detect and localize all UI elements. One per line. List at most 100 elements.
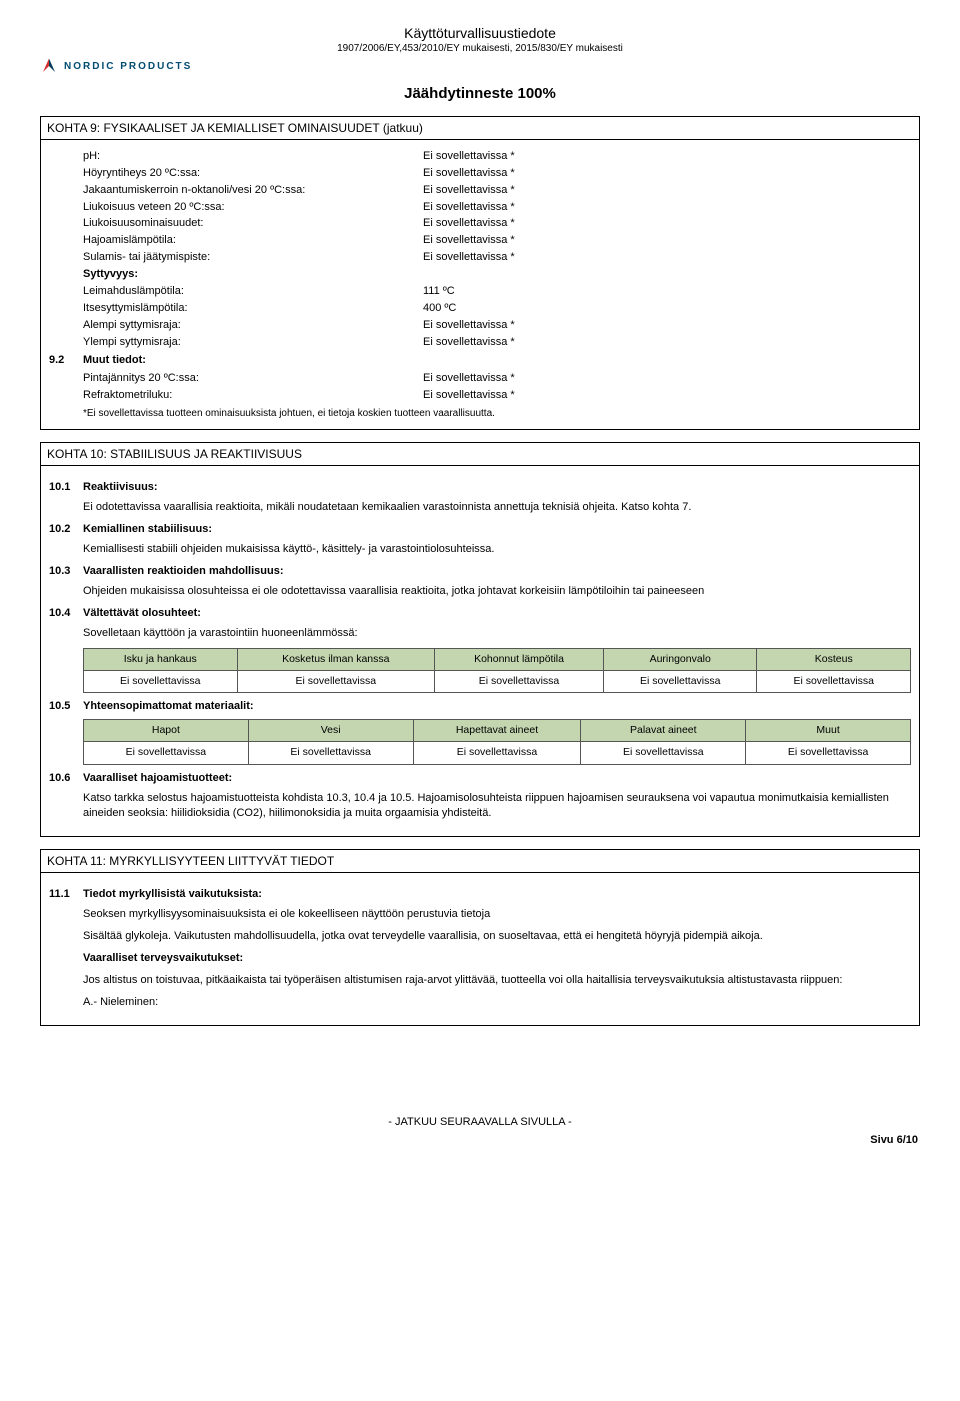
section-label: Muut tiedot: <box>83 353 146 369</box>
prop-row: pH:Ei sovellettavissa * <box>49 149 911 165</box>
prop-value: Ei sovellettavissa * <box>423 216 911 232</box>
flammability-header-row: Syttyvyys: <box>49 267 911 283</box>
product-title: Jäähdytinneste 100% <box>40 84 920 104</box>
table-header-row: Isku ja hankaus Kosketus ilman kanssa Ko… <box>84 648 911 670</box>
table-header: Kosketus ilman kanssa <box>237 648 435 670</box>
brand-logo-icon <box>40 57 58 75</box>
section-10-3-text: Ohjeiden mukaisissa olosuhteissa ei ole … <box>49 584 911 600</box>
prop-label: Refraktometriluku: <box>49 388 423 404</box>
brand-row: NORDIC PRODUCTS <box>40 57 920 78</box>
section-10-6-text: Katso tarkka selostus hajoamistuotteista… <box>49 791 911 823</box>
prop-value: Ei sovellettavissa * <box>423 200 911 216</box>
prop-value: 400 ºC <box>423 301 911 317</box>
prop-label: Jakaantumiskerroin n-oktanoli/vesi 20 ºC… <box>49 183 423 199</box>
section-9: KOHTA 9: FYSIKAALISET JA KEMIALLISET OMI… <box>40 116 920 431</box>
table-cell: Ei sovellettavissa <box>84 670 238 692</box>
prop-value: Ei sovellettavissa * <box>423 335 911 351</box>
prop-label: Sulamis- tai jäätymispiste: <box>49 250 423 266</box>
prop-row: Hajoamislämpötila:Ei sovellettavissa * <box>49 233 911 249</box>
section-num: 9.2 <box>49 353 83 369</box>
footer-continue: - JATKUU SEURAAVALLA SIVULLA - <box>40 1116 920 1128</box>
table-header: Isku ja hankaus <box>84 648 238 670</box>
prop-row: Ylempi syttymisraja:Ei sovellettavissa * <box>49 335 911 351</box>
section-11-p4: A.- Nieleminen: <box>49 995 911 1011</box>
prop-row: Refraktometriluku:Ei sovellettavissa * <box>49 388 911 404</box>
table-cell: Ei sovellettavissa <box>581 742 746 764</box>
section-9-2-header: 9.2 Muut tiedot: <box>49 353 911 369</box>
prop-row: Leimahduslämpötila:111 ºC <box>49 284 911 300</box>
section-11-title: KOHTA 11: MYRKYLLISYYTEEN LIITTYVÄT TIED… <box>41 850 919 873</box>
prop-label: Pintajännitys 20 ºC:ssa: <box>49 371 423 387</box>
prop-value: Ei sovellettavissa * <box>423 388 911 404</box>
section-10-2-text: Kemiallisesti stabiili ohjeiden mukaisis… <box>49 542 911 558</box>
prop-label: Leimahduslämpötila: <box>49 284 423 300</box>
section-num: 11.1 <box>49 887 83 903</box>
section-label: Kemiallinen stabiilisuus: <box>83 522 212 538</box>
section-label: Reaktiivisuus: <box>83 480 158 496</box>
section-11: KOHTA 11: MYRKYLLISYYTEEN LIITTYVÄT TIED… <box>40 849 920 1026</box>
section-11-p3: Jos altistus on toistuvaa, pitkäaikaista… <box>49 973 911 989</box>
section-10-5-header: 10.5Yhteensopimattomat materiaalit: <box>49 699 911 715</box>
table-row: Ei sovellettavissa Ei sovellettavissa Ei… <box>84 670 911 692</box>
brand-name: NORDIC PRODUCTS <box>64 61 192 72</box>
section-10-4-header: 10.4Vältettävät olosuhteet: <box>49 606 911 622</box>
table-cell: Ei sovellettavissa <box>757 670 911 692</box>
table-header: Muut <box>746 720 911 742</box>
section-10-3-header: 10.3Vaarallisten reaktioiden mahdollisuu… <box>49 564 911 580</box>
table-header: Vesi <box>248 720 413 742</box>
prop-value: Ei sovellettavissa * <box>423 233 911 249</box>
materials-table: Hapot Vesi Hapettavat aineet Palavat ain… <box>83 719 911 764</box>
prop-row: Itsesyttymislämpötila:400 ºC <box>49 301 911 317</box>
table-header-row: Hapot Vesi Hapettavat aineet Palavat ain… <box>84 720 911 742</box>
table-header: Hapettavat aineet <box>413 720 581 742</box>
section-9-footnote: *Ei sovellettavissa tuotteen ominaisuuks… <box>49 407 911 422</box>
prop-value: Ei sovellettavissa * <box>423 250 911 266</box>
prop-row: Liukoisuusominaisuudet:Ei sovellettaviss… <box>49 216 911 232</box>
section-num: 10.6 <box>49 771 83 787</box>
table-header: Palavat aineet <box>581 720 746 742</box>
prop-label: Itsesyttymislämpötila: <box>49 301 423 317</box>
section-num: 10.2 <box>49 522 83 538</box>
section-10-1-text: Ei odotettavissa vaarallisia reaktioita,… <box>49 500 911 516</box>
prop-label: Höyryntiheys 20 ºC:ssa: <box>49 166 423 182</box>
table-header: Kosteus <box>757 648 911 670</box>
table-cell: Ei sovellettavissa <box>237 670 435 692</box>
section-label: Vaaralliset hajoamistuotteet: <box>83 771 232 787</box>
section-num: 10.4 <box>49 606 83 622</box>
prop-label: Liukoisuusominaisuudet: <box>49 216 423 232</box>
prop-row: Liukoisuus veteen 20 ºC:ssa:Ei sovellett… <box>49 200 911 216</box>
table-header: Kohonnut lämpötila <box>435 648 604 670</box>
prop-label: Alempi syttymisraja: <box>49 318 423 334</box>
doc-subtitle: 1907/2006/EY,453/2010/EY mukaisesti, 201… <box>40 42 920 55</box>
section-11-h3: Vaaralliset terveysvaikutukset: <box>49 951 911 967</box>
table-cell: Ei sovellettavissa <box>603 670 757 692</box>
section-label: Vältettävät olosuhteet: <box>83 606 201 622</box>
section-10: KOHTA 10: STABIILISUUS JA REAKTIIVISUUS … <box>40 442 920 837</box>
table-cell: Ei sovellettavissa <box>746 742 911 764</box>
flammability-header: Syttyvyys: <box>49 267 423 283</box>
table-cell: Ei sovellettavissa <box>84 742 249 764</box>
section-9-title: KOHTA 9: FYSIKAALISET JA KEMIALLISET OMI… <box>41 117 919 140</box>
doc-header: Käyttöturvallisuustiedote 1907/2006/EY,4… <box>40 24 920 55</box>
prop-label: Hajoamislämpötila: <box>49 233 423 249</box>
prop-value: 111 ºC <box>423 284 911 300</box>
product-title-row: Jäähdytinneste 100% <box>40 84 920 104</box>
prop-label: Ylempi syttymisraja: <box>49 335 423 351</box>
section-label: Yhteensopimattomat materiaalit: <box>83 699 254 715</box>
section-label: Vaarallisten reaktioiden mahdollisuus: <box>83 564 284 580</box>
prop-value: Ei sovellettavissa * <box>423 318 911 334</box>
section-11-p2: Sisältää glykoleja. Vaikutusten mahdolli… <box>49 929 911 945</box>
section-10-title: KOHTA 10: STABIILISUUS JA REAKTIIVISUUS <box>41 443 919 466</box>
doc-title: Käyttöturvallisuustiedote <box>40 24 920 42</box>
prop-row: Sulamis- tai jäätymispiste:Ei sovelletta… <box>49 250 911 266</box>
table-header: Auringonvalo <box>603 648 757 670</box>
page-number: Sivu 6/10 <box>40 1134 920 1146</box>
prop-value: Ei sovellettavissa * <box>423 149 911 165</box>
table-cell: Ei sovellettavissa <box>248 742 413 764</box>
conditions-table: Isku ja hankaus Kosketus ilman kanssa Ko… <box>83 648 911 693</box>
section-num: 10.1 <box>49 480 83 496</box>
table-cell: Ei sovellettavissa <box>413 742 581 764</box>
section-10-2-header: 10.2Kemiallinen stabiilisuus: <box>49 522 911 538</box>
prop-row: Alempi syttymisraja:Ei sovellettavissa * <box>49 318 911 334</box>
table-row: Ei sovellettavissa Ei sovellettavissa Ei… <box>84 742 911 764</box>
